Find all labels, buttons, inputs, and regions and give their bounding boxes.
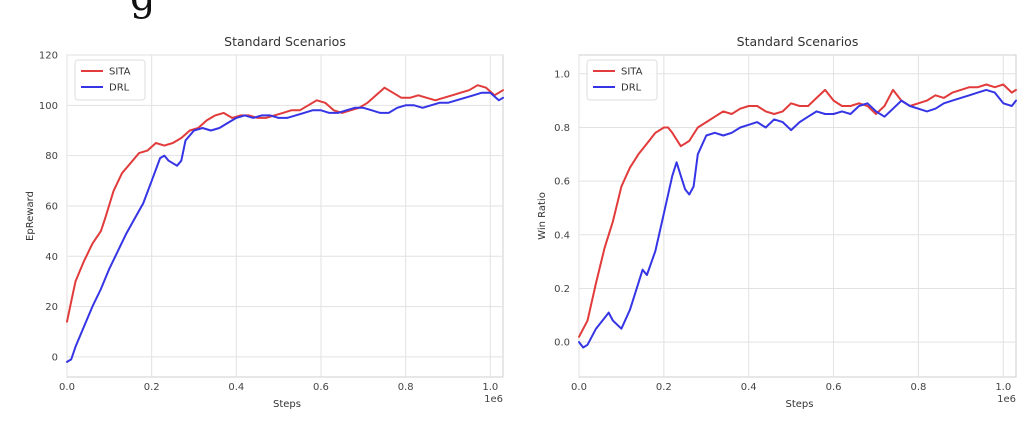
series-line-sita	[578, 83, 1017, 338]
y-tick-label: 20	[45, 302, 58, 313]
series-line-drl	[66, 91, 504, 363]
y-tick-label: 0.2	[554, 284, 570, 295]
x-tick-label: 0.2	[656, 382, 672, 393]
x-tick-label: 0.2	[144, 382, 160, 393]
x-offset-label: 1e6	[484, 394, 503, 405]
legend-entry-sita: SITA	[109, 67, 131, 78]
series-line-sita	[66, 84, 504, 323]
x-tick-label: 1.0	[995, 382, 1011, 393]
legend-entry-drl: DRL	[621, 83, 642, 94]
heading-fragment: g	[130, 0, 156, 20]
legend-entry-sita: SITA	[621, 67, 643, 78]
y-tick-label: 0.0	[554, 338, 570, 349]
x-axis-label: Steps	[273, 399, 301, 410]
y-tick-label: 0.4	[554, 230, 570, 241]
plot-area	[66, 54, 504, 378]
x-tick-label: 0.8	[910, 382, 926, 393]
x-axis-label: Steps	[786, 399, 814, 410]
x-tick-label: 0.6	[313, 382, 329, 393]
x-tick-label: 0.0	[571, 382, 587, 393]
y-tick-label: 60	[45, 201, 58, 212]
y-tick-label: 80	[45, 151, 58, 162]
x-tick-label: 0.4	[228, 382, 244, 393]
chart-epreward: 0.0 0.2 0.4 0.6 0.8 1.0 0 20 40 60 80 100 120 1e6 Step…	[25, 34, 504, 410]
y-axis-label: EpReward	[25, 191, 36, 241]
y-tick-label: 100	[39, 101, 58, 112]
x-tick-label: 0.8	[398, 382, 414, 393]
chart-title: Standard Scenarios	[737, 34, 859, 49]
y-tick-label: 40	[45, 252, 58, 263]
x-tick-label: 1.0	[482, 382, 498, 393]
series-line-drl	[578, 88, 1017, 349]
x-tick-label: 0.4	[741, 382, 757, 393]
x-tick-label: 0.0	[59, 382, 75, 393]
chart-title: Standard Scenarios	[224, 34, 346, 49]
y-tick-label: 0.6	[554, 177, 570, 188]
y-tick-label: 120	[39, 51, 58, 62]
y-tick-label: 0.8	[554, 123, 570, 134]
x-offset-label: 1e6	[997, 394, 1016, 405]
y-axis-label: Win Ratio	[537, 192, 548, 240]
x-tick-label: 0.6	[826, 382, 842, 393]
y-tick-label: 0	[52, 352, 58, 363]
y-tick-label: 1.0	[554, 69, 570, 80]
legend-entry-drl: DRL	[109, 83, 130, 94]
plot-area	[578, 54, 1017, 378]
chart-win-ratio: 0.0 0.2 0.4 0.6 0.8 1.00.00.20.40.60.81.01e6S…	[537, 34, 1017, 410]
